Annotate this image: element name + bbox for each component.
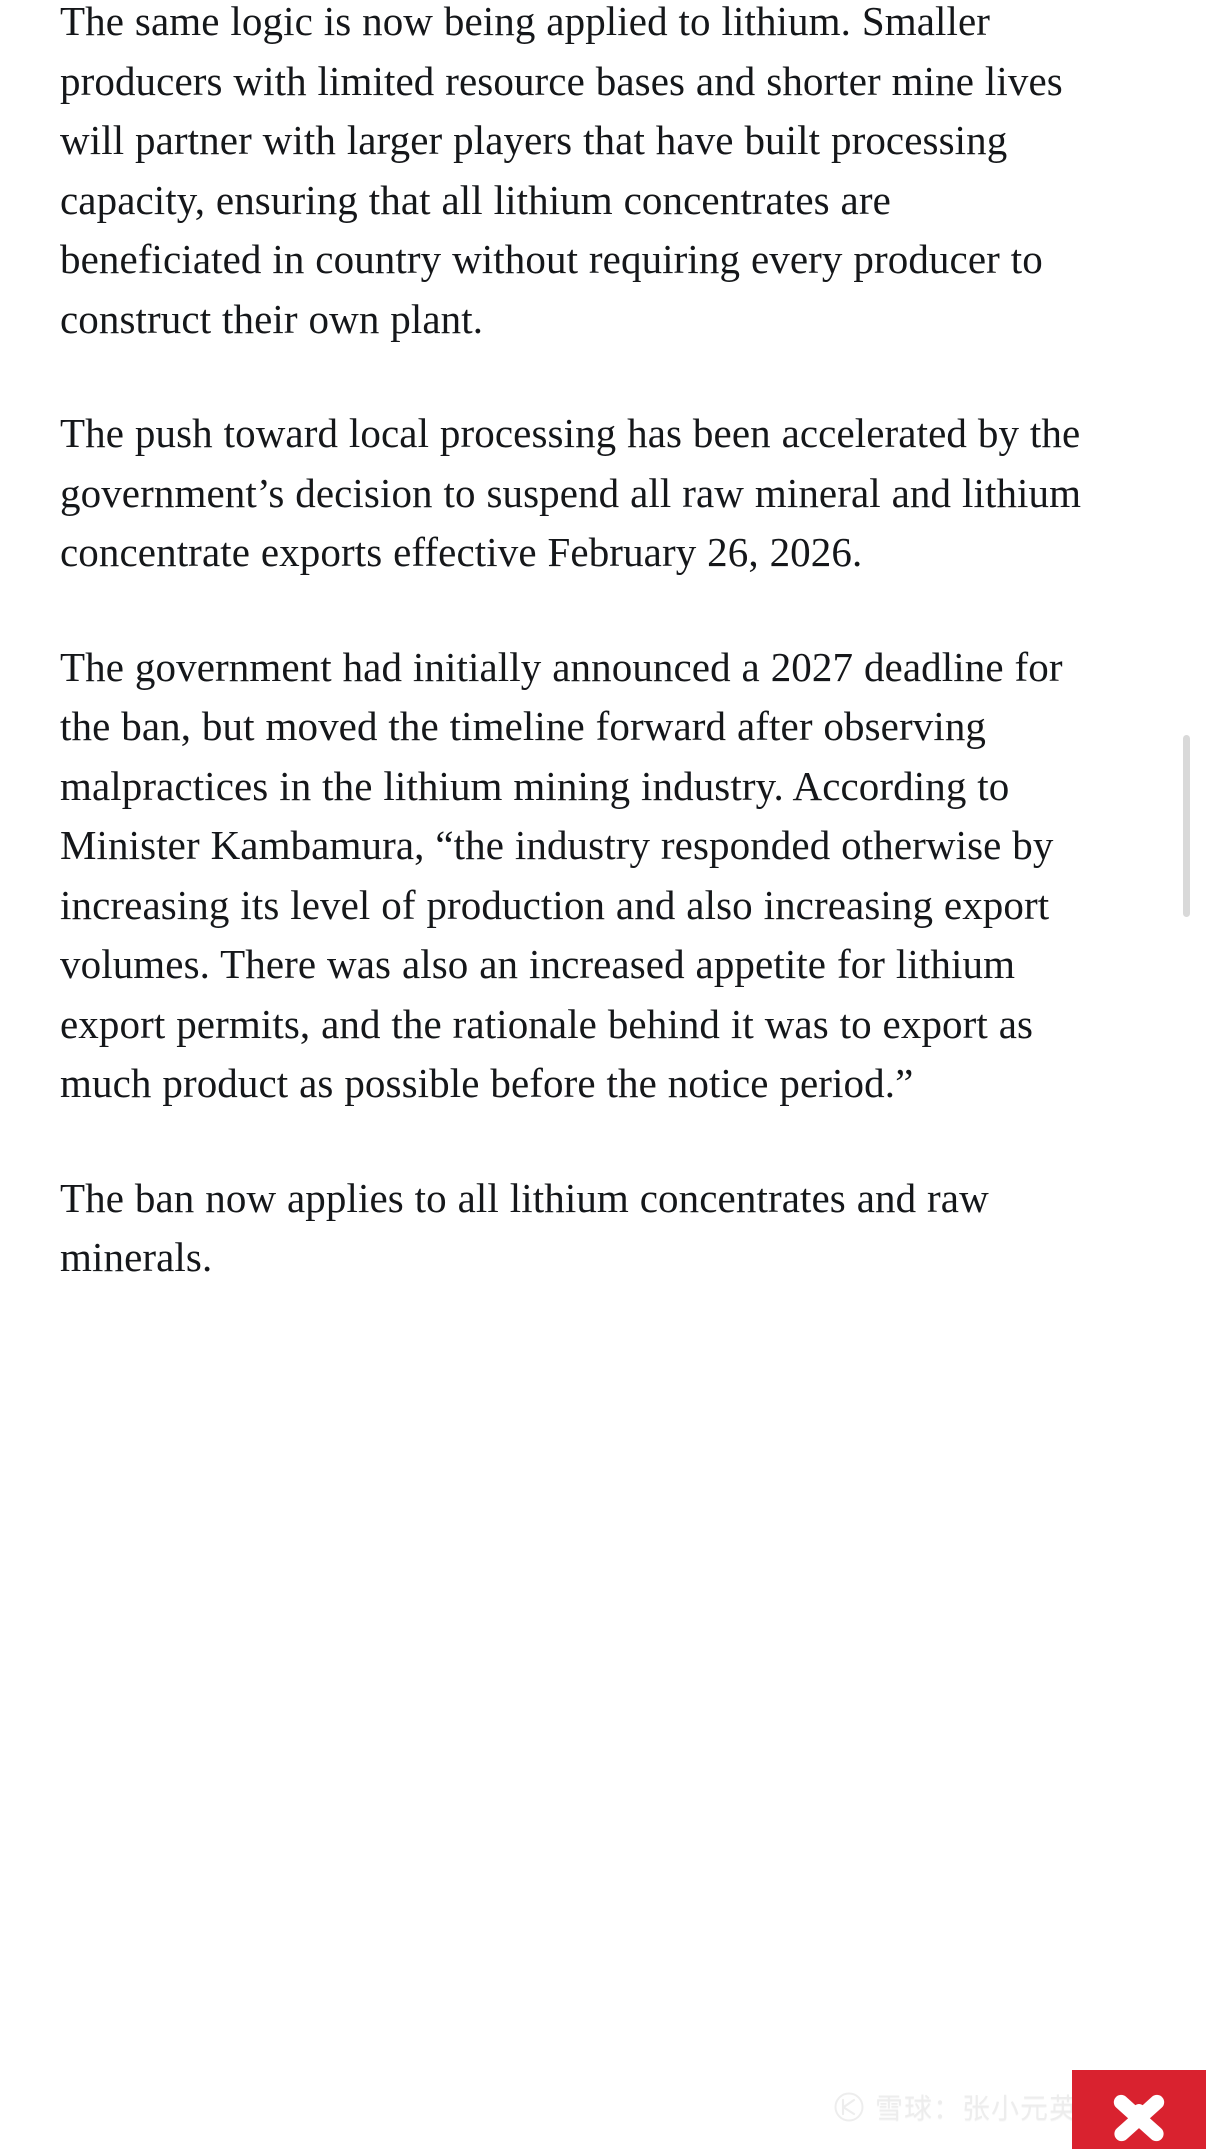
article-paragraph: The push toward local processing has bee… xyxy=(60,410,1082,575)
article-paragraph: The government had initially announced a… xyxy=(60,643,1063,1107)
vertical-scrollbar-track[interactable] xyxy=(1183,0,1200,2149)
brand-badge[interactable] xyxy=(1072,2070,1206,2149)
xueqiu-watermark: 雪球：张小元英 xyxy=(833,2087,1078,2127)
article-paragraph: The same logic is now being applied to l… xyxy=(60,0,1063,342)
article-body: The same logic is now being applied to l… xyxy=(60,0,1082,1281)
article-paragraph: The ban now applies to all lithium conce… xyxy=(60,1174,989,1281)
vertical-scrollbar-thumb[interactable] xyxy=(1183,735,1190,917)
watermark-label: 雪球：张小元英 xyxy=(874,2092,1078,2125)
xueqiu-logo-icon xyxy=(833,2091,865,2123)
